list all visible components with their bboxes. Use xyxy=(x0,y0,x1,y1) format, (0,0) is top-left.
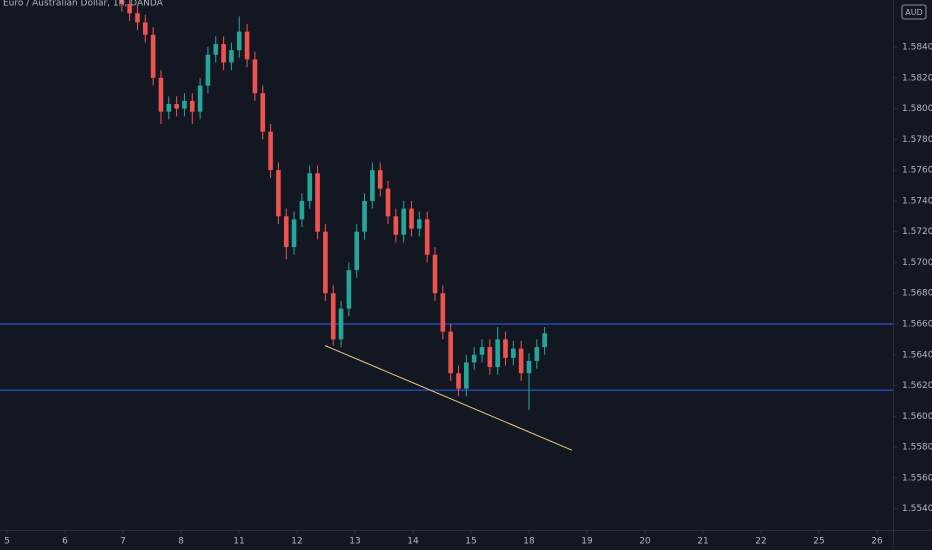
candle-body xyxy=(440,293,446,332)
y-tick-label: 1.57400 xyxy=(902,196,932,206)
candle-body xyxy=(362,200,367,232)
candle-body xyxy=(150,34,156,78)
candle-body xyxy=(260,93,266,132)
candle-body xyxy=(127,4,132,14)
candle-body xyxy=(448,331,453,374)
candle-body xyxy=(417,219,422,229)
candle-body xyxy=(252,59,258,94)
x-tick-label: 26 xyxy=(871,537,883,547)
candle-body xyxy=(495,339,500,368)
y-tick-label: 1.56800 xyxy=(902,289,932,299)
candle-body xyxy=(236,31,242,51)
candle-body xyxy=(511,348,516,358)
candle-body xyxy=(197,85,203,112)
candle-body xyxy=(432,254,438,294)
candle-body xyxy=(174,104,179,109)
candle-body xyxy=(221,44,226,63)
y-tick-label: 1.56600 xyxy=(902,320,932,330)
x-tick-label: 14 xyxy=(407,537,419,547)
y-tick-label: 1.57200 xyxy=(902,227,932,237)
x-tick-label: 6 xyxy=(62,537,68,547)
y-tick-label: 1.56000 xyxy=(902,412,932,422)
y-tick-label: 1.55400 xyxy=(902,504,932,514)
candle-body xyxy=(244,31,250,60)
candle-body xyxy=(166,104,172,112)
y-tick-label: 1.56400 xyxy=(902,350,932,360)
y-tick-label: 1.57800 xyxy=(902,135,932,145)
x-tick-label: 15 xyxy=(465,537,476,547)
y-tick-label: 1.58000 xyxy=(902,104,932,114)
x-tick-label: 13 xyxy=(349,537,360,547)
x-tick-label: 21 xyxy=(697,537,708,547)
x-tick-label: 22 xyxy=(755,537,766,547)
candle-body xyxy=(307,173,313,201)
candle-body xyxy=(346,270,352,309)
candle-body xyxy=(330,293,336,340)
y-tick-label: 1.58400 xyxy=(902,43,932,53)
candle-body xyxy=(487,347,493,368)
candle-body xyxy=(276,170,281,217)
candle-body xyxy=(401,208,406,235)
candle-body xyxy=(189,100,195,112)
candle-body xyxy=(377,170,383,189)
x-tick-label: 12 xyxy=(291,537,302,547)
x-tick-label: 7 xyxy=(120,537,126,547)
x-tick-label: 5 xyxy=(4,537,10,547)
candle-body xyxy=(158,77,164,112)
candle-body xyxy=(315,173,320,232)
candle-body xyxy=(268,131,273,171)
x-tick-label: 20 xyxy=(639,537,651,547)
candle-body xyxy=(291,219,297,248)
x-tick-label: 25 xyxy=(813,537,824,547)
candle-body xyxy=(424,219,430,255)
candle-body xyxy=(182,100,187,109)
x-tick-label: 19 xyxy=(581,537,593,547)
candle-body xyxy=(385,188,391,217)
y-tick-label: 1.57000 xyxy=(902,258,932,268)
x-tick-label: 18 xyxy=(523,537,535,547)
candle-body xyxy=(213,44,219,55)
candle-body xyxy=(518,348,524,374)
x-tick-label: 8 xyxy=(178,537,184,547)
trend-line xyxy=(324,345,573,451)
plot-area xyxy=(0,0,893,451)
y-tick-label: 1.58200 xyxy=(902,73,932,83)
candle-body xyxy=(370,170,375,201)
candle-body xyxy=(323,231,328,294)
candle-body xyxy=(503,339,508,358)
currency-label: AUD xyxy=(905,8,923,17)
y-tick-label: 1.55600 xyxy=(902,473,932,483)
candle-body xyxy=(542,333,547,348)
candle-body xyxy=(283,216,289,248)
currency-badge xyxy=(901,4,927,20)
candle-body xyxy=(229,50,234,63)
candle-body xyxy=(464,362,469,389)
candle-body xyxy=(479,347,485,355)
candle-body xyxy=(393,216,399,235)
candle-body xyxy=(354,231,360,271)
candle-body xyxy=(299,200,305,220)
candle-body xyxy=(119,0,125,4)
candle-body xyxy=(526,360,532,374)
candle-body xyxy=(471,354,477,363)
y-tick-label: 1.56200 xyxy=(902,381,932,391)
chart-title: Euro / Australian Dollar, 1h, OANDA xyxy=(3,0,164,9)
y-tick-label: 1.57600 xyxy=(902,166,932,176)
x-tick-label: 11 xyxy=(233,537,244,547)
candle-body xyxy=(338,308,344,340)
candle-body xyxy=(409,208,414,229)
candle-body xyxy=(142,22,148,35)
candle-body xyxy=(205,54,211,86)
candle-body xyxy=(135,13,140,23)
y-tick-label: 1.55800 xyxy=(902,443,932,453)
candle-body xyxy=(456,373,461,389)
candle-body xyxy=(534,347,540,361)
